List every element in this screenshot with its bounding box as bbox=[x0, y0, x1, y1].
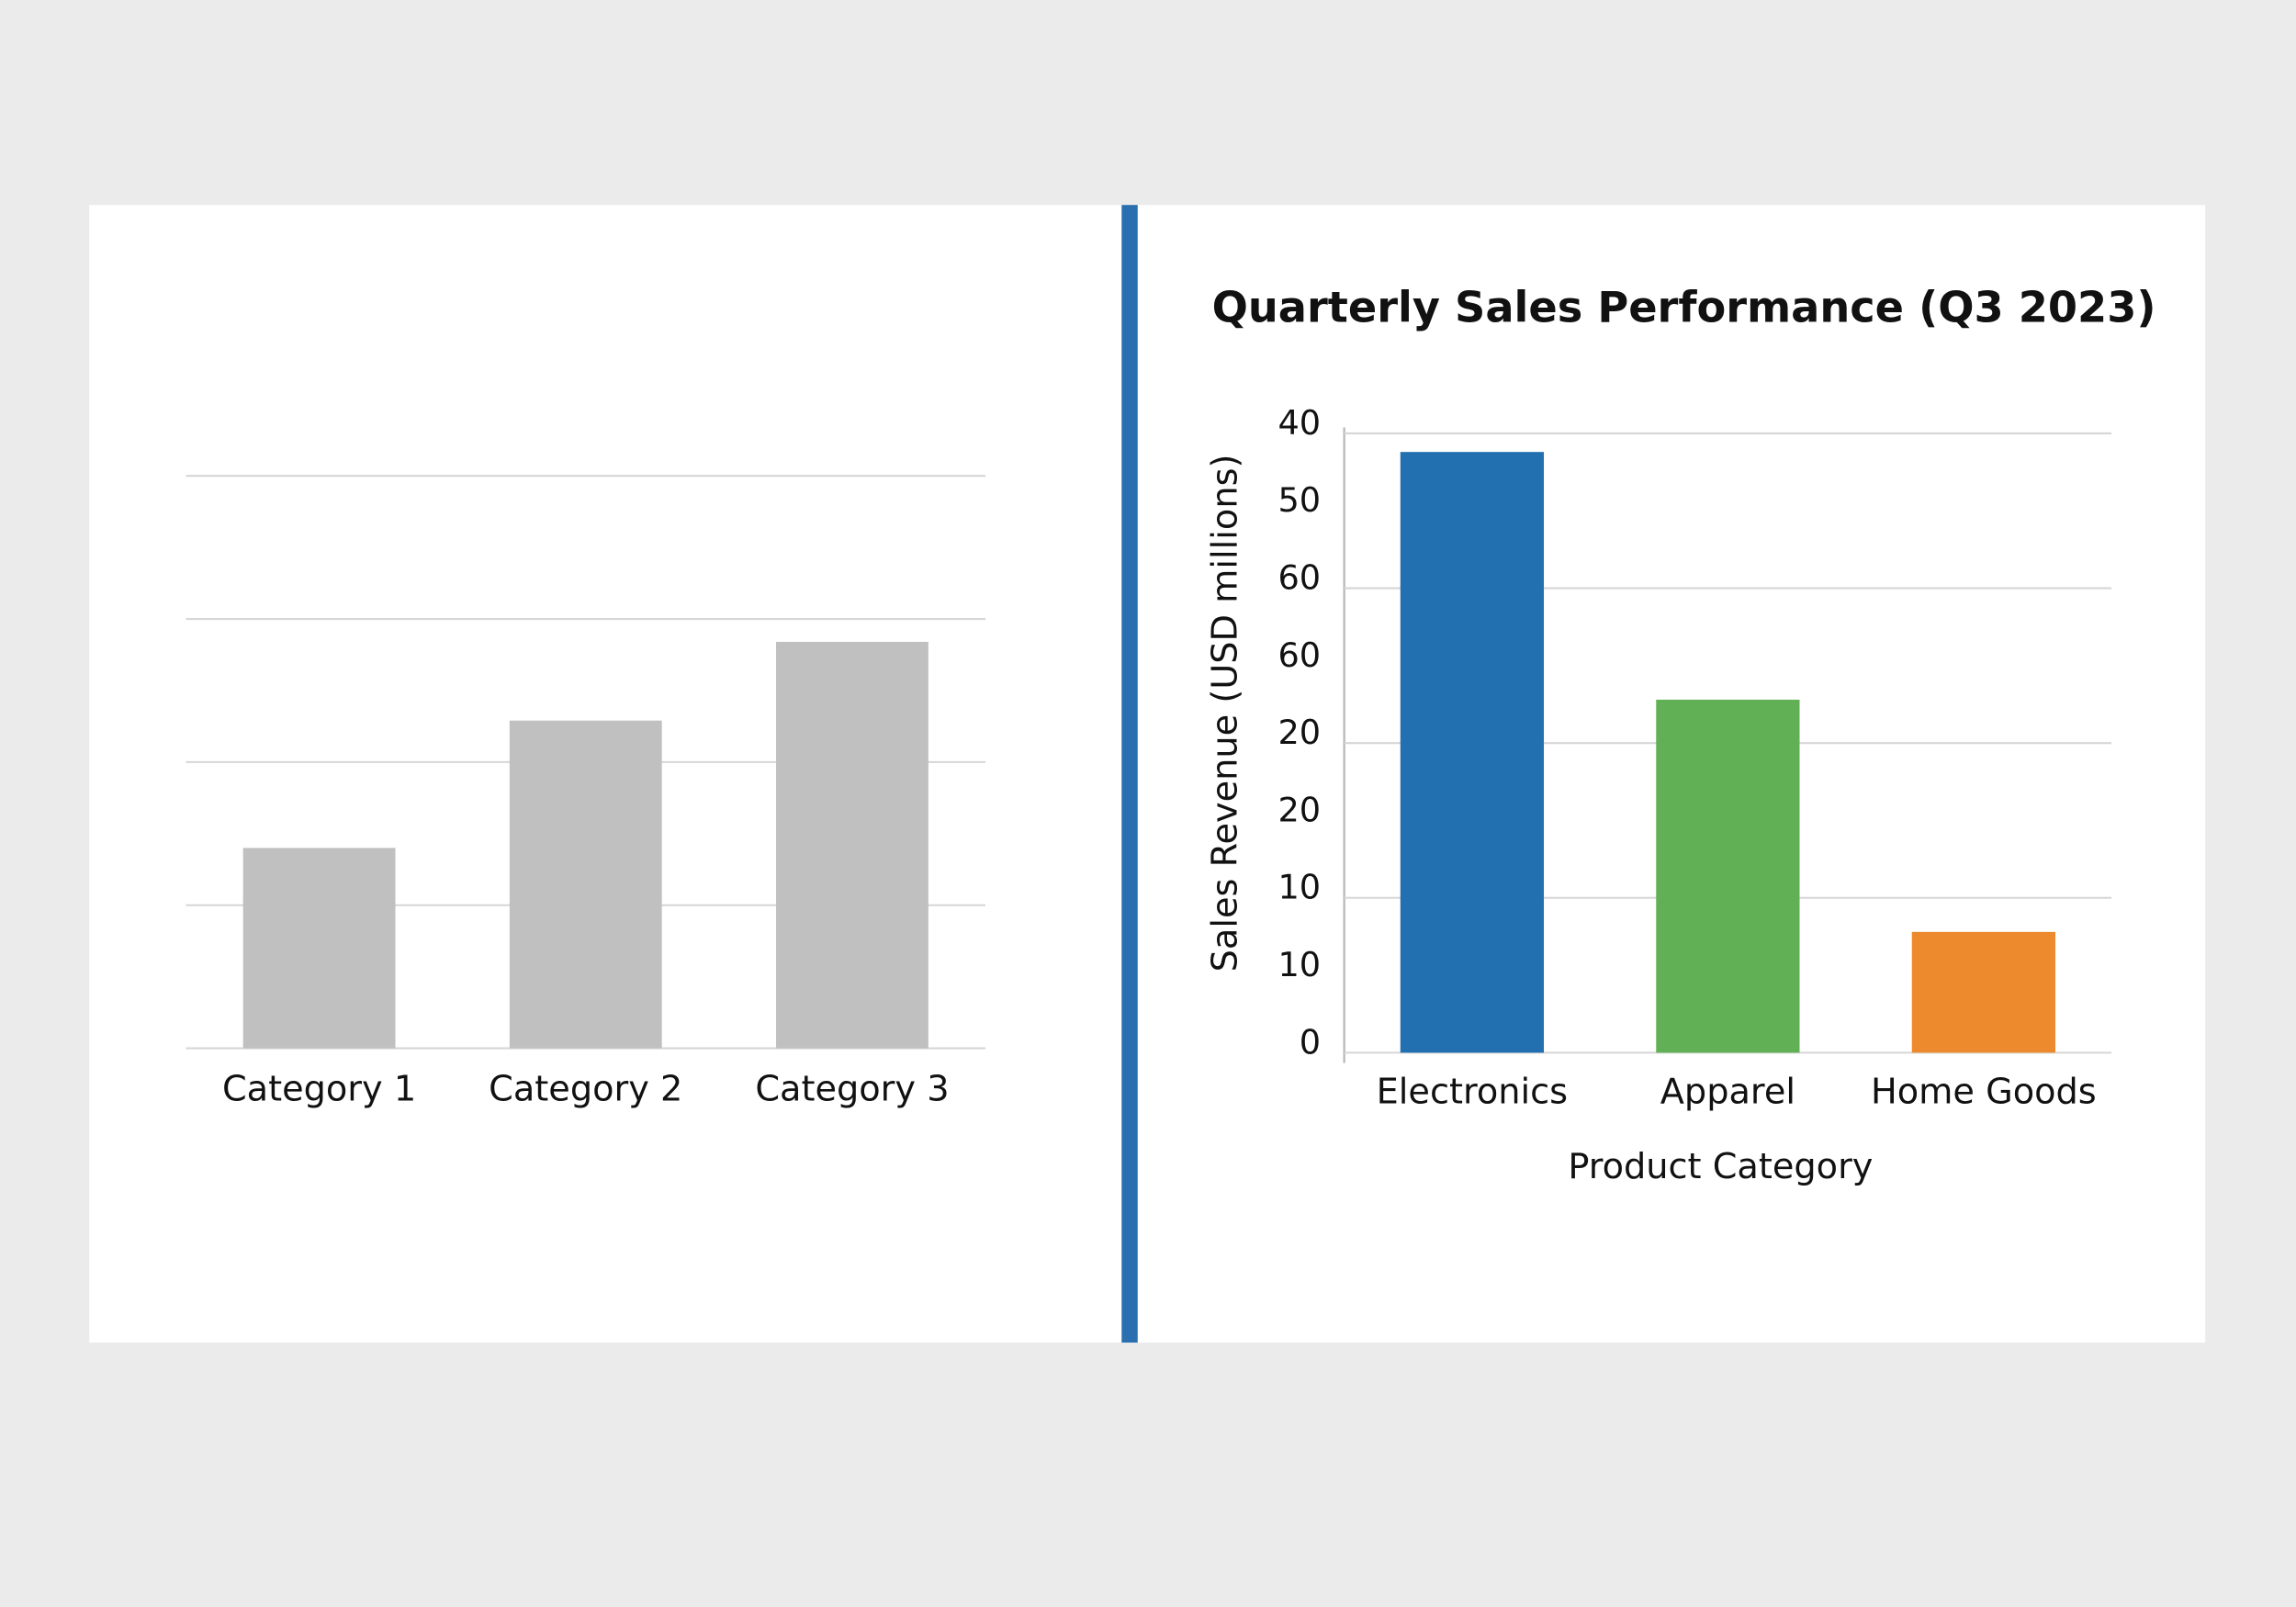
bar bbox=[1400, 452, 1545, 1053]
x-tick-label: Home Goods bbox=[1871, 1072, 2097, 1113]
y-tick-label: 10 bbox=[1277, 868, 1321, 907]
divider bbox=[1121, 205, 1138, 1343]
x-tick-label: Apparel bbox=[1660, 1072, 1795, 1113]
bar bbox=[509, 720, 662, 1049]
y-tick-label: 60 bbox=[1277, 557, 1321, 597]
x-tick-label: Category 3 bbox=[755, 1068, 949, 1109]
y-tick-label: 60 bbox=[1277, 635, 1321, 675]
y-axis-label: Sales Revenue (USD millions) bbox=[1205, 455, 1246, 972]
x-tick-label: Electronics bbox=[1377, 1072, 1568, 1113]
y-tick-label: 20 bbox=[1277, 790, 1321, 829]
chart-title: Quarterly Sales Performance (Q3 2023) bbox=[1212, 283, 2156, 332]
y-tick-label: 10 bbox=[1277, 945, 1321, 984]
y-tick-label: 20 bbox=[1277, 713, 1321, 752]
x-axis-label: Product Category bbox=[1568, 1146, 1873, 1187]
y-tick-label: 0 bbox=[1300, 1022, 1321, 1062]
y-tick-label: 40 bbox=[1277, 403, 1321, 443]
x-tick-label: Category 1 bbox=[222, 1068, 416, 1109]
x-tick-label: Category 2 bbox=[489, 1068, 682, 1109]
bar bbox=[1656, 699, 1800, 1053]
y-tick-label: 50 bbox=[1277, 480, 1321, 520]
bar bbox=[242, 848, 396, 1049]
bar bbox=[1911, 931, 2055, 1053]
bar bbox=[776, 641, 929, 1049]
